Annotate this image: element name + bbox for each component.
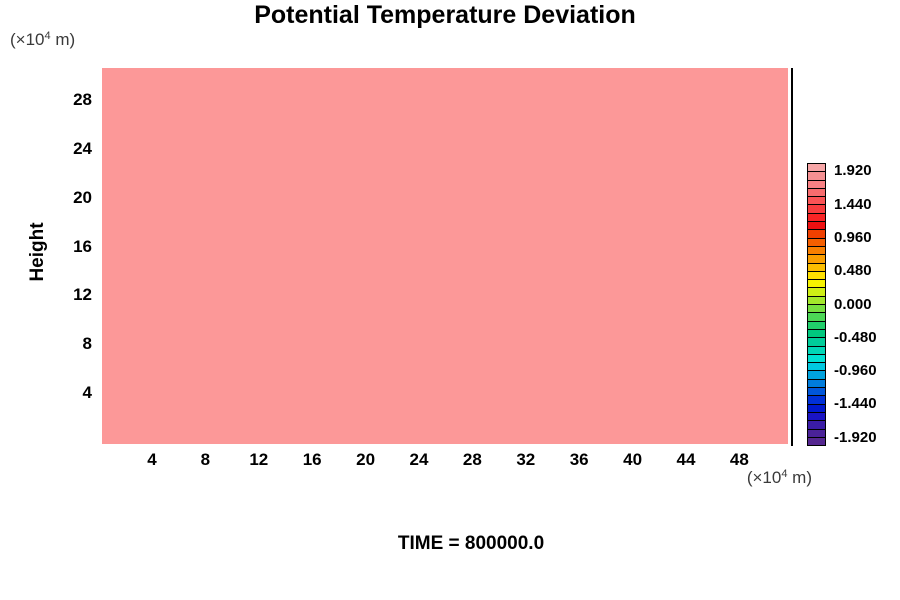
- y-tick-label: 24: [73, 139, 92, 159]
- colorbar-segment: [808, 329, 825, 339]
- y-unit-exponent: 4: [44, 30, 51, 42]
- x-tick-label: 16: [302, 450, 322, 469]
- colorbar-segment: [808, 222, 825, 231]
- colorbar-tick-label: -1.440: [834, 395, 877, 413]
- colorbar-segment: [808, 230, 825, 239]
- colorbar-segment: [808, 371, 825, 380]
- colorbar-segment: [808, 338, 825, 347]
- right-frame-line: [791, 68, 793, 446]
- colorbar-tick-label: 0.480: [834, 262, 872, 280]
- x-unit-suffix: m): [787, 468, 812, 487]
- colorbar-tick-label: 1.920: [834, 162, 872, 180]
- time-annotation: TIME = 800000.0: [397, 533, 545, 554]
- colorbar-segment: [808, 437, 825, 446]
- colorbar-segment: [808, 313, 825, 322]
- colorbar-segment: [808, 388, 825, 397]
- x-unit-prefix: (×10: [746, 468, 782, 487]
- x-tick-label: 8: [200, 450, 211, 469]
- colorbar-tick-label: 0.000: [834, 295, 872, 313]
- x-tick-label: 44: [676, 450, 696, 469]
- colorbar-segment: [808, 255, 825, 264]
- y-unit-suffix: m): [50, 30, 76, 49]
- y-axis-unit-label: (×104 m): [10, 30, 75, 50]
- x-tick-label: 20: [356, 450, 376, 469]
- colorbar-segment: [808, 271, 825, 281]
- x-tick-label: 12: [249, 450, 269, 469]
- contour-plot-area: [102, 68, 788, 444]
- colorbar-segment: [808, 379, 825, 389]
- colorbar-segment: [808, 354, 825, 364]
- y-tick-label: 20: [73, 187, 92, 207]
- colorbar-segment: [808, 238, 825, 247]
- colorbar-segment: [808, 180, 825, 189]
- x-tick-label: 36: [569, 450, 589, 469]
- x-tick-label: 48: [729, 450, 749, 469]
- y-tick-label: 4: [82, 382, 92, 402]
- colorbar-segment: [808, 346, 825, 355]
- y-tick-label: 16: [73, 236, 92, 256]
- x-unit-exponent: 4: [781, 468, 788, 480]
- colorbar-segment: [808, 197, 825, 206]
- colorbar-segment: [808, 396, 825, 405]
- x-tick-label: 40: [623, 450, 643, 469]
- x-tick-label: 24: [409, 450, 429, 469]
- colorbar-segment: [808, 363, 825, 372]
- x-tick-label: 4: [147, 450, 157, 469]
- colorbar-tick-label: -1.920: [834, 428, 877, 446]
- colorbar-segment: [808, 263, 825, 272]
- colorbar-segment: [808, 305, 825, 314]
- colorbar-segment: [808, 246, 825, 256]
- colorbar-tick-label: -0.480: [834, 328, 877, 346]
- colorbar-tick-label: 1.440: [834, 195, 872, 213]
- colorbar-segment: [808, 421, 825, 430]
- colorbar-segment: [808, 412, 825, 422]
- colorbar-segment: [808, 321, 825, 330]
- y-unit-prefix: (×10: [10, 30, 45, 49]
- colorbar-tick-label: -0.960: [834, 362, 877, 380]
- colorbar-segment: [808, 296, 825, 306]
- colorbar-tick-label: 0.960: [834, 228, 872, 246]
- y-tick-label: 12: [73, 285, 92, 305]
- x-tick-label: 32: [516, 450, 536, 469]
- y-axis-title: Height: [27, 222, 48, 282]
- colorbar: [807, 163, 826, 446]
- colorbar-segment: [808, 213, 825, 223]
- plot-title: Potential Temperature Deviation: [254, 1, 636, 29]
- colorbar-segment: [808, 288, 825, 297]
- y-tick-label: 28: [73, 90, 92, 110]
- x-tick-label: 28: [462, 450, 482, 469]
- colorbar-segment: [808, 404, 825, 413]
- colorbar-segment: [808, 164, 825, 173]
- colorbar-segment: [808, 172, 825, 181]
- colorbar-segment: [808, 429, 825, 438]
- colorbar-segment: [808, 205, 825, 214]
- colorbar-segment: [808, 280, 825, 289]
- y-tick-label: 8: [82, 333, 92, 353]
- x-axis-unit-label: (×104 m): [747, 468, 812, 488]
- colorbar-segment: [808, 188, 825, 198]
